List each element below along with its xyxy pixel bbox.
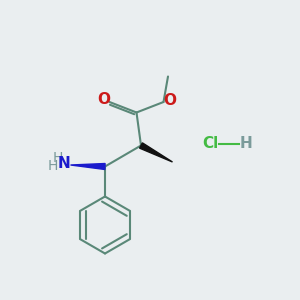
Text: H: H (53, 152, 63, 165)
Text: Cl: Cl (202, 136, 218, 152)
Polygon shape (140, 143, 172, 162)
Text: N: N (58, 156, 70, 171)
Text: H: H (48, 159, 58, 172)
Text: O: O (97, 92, 110, 106)
Polygon shape (70, 164, 105, 169)
Text: O: O (164, 93, 177, 108)
Text: H: H (240, 136, 252, 152)
